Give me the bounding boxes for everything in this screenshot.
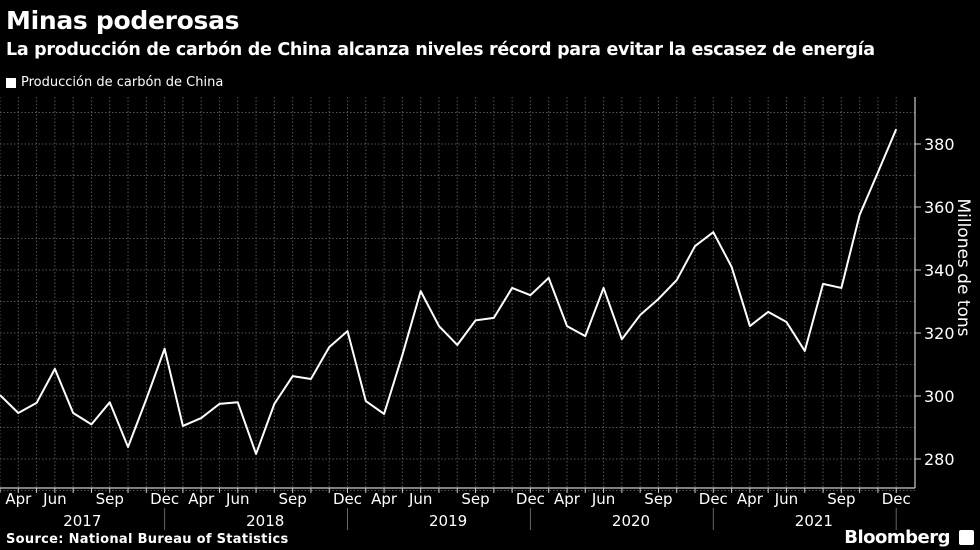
chart-subtitle: La producción de carbón de China alcanza… [6, 40, 875, 60]
x-tick-label: Dec [516, 490, 545, 508]
x-tick-label: Dec [150, 490, 179, 508]
year-label: 2018 [246, 512, 284, 530]
x-tick-label: Apr [188, 490, 215, 508]
x-tick-label: Dec [699, 490, 728, 508]
x-tick-label: Sep [644, 490, 672, 508]
x-tick-label: Sep [827, 490, 855, 508]
chart-title: Minas poderosas [6, 6, 240, 35]
x-tick-label: Dec [882, 490, 911, 508]
source-note: Source: National Bureau of Statistics [6, 532, 289, 547]
year-label: 2021 [795, 512, 833, 530]
x-tick-label: Apr [554, 490, 581, 508]
y-tick-label: 340 [924, 261, 955, 280]
x-tick-label: Jun [225, 490, 249, 508]
legend-label: Producción de carbón de China [21, 75, 224, 90]
series-line [0, 128, 898, 455]
x-tick-label: Dec [333, 490, 362, 508]
legend-swatch [6, 77, 16, 88]
x-tick-label: Apr [5, 490, 32, 508]
x-tick-label: Apr [371, 490, 398, 508]
y-tick-label: 280 [924, 450, 955, 469]
bloomberg-chart-icon [959, 530, 974, 545]
y-tick-label: 360 [924, 198, 955, 217]
y-tick-label: 300 [924, 387, 955, 406]
x-tick-label: Jun [42, 490, 66, 508]
legend: Producción de carbón de China [6, 75, 223, 90]
year-label: 2019 [429, 512, 467, 530]
year-label: 2020 [612, 512, 650, 530]
x-tick-label: Apr [737, 490, 764, 508]
brand-logo: Bloomberg [844, 527, 950, 548]
y-tick-label: 380 [924, 135, 955, 154]
x-tick-label: Jun [408, 490, 432, 508]
y-tick-label: 320 [924, 324, 955, 343]
y-axis-label: Millones de tons [953, 198, 973, 336]
x-tick-label: Sep [278, 490, 306, 508]
x-tick-label: Sep [461, 490, 489, 508]
x-tick-label: Sep [96, 490, 124, 508]
year-label: 2017 [63, 512, 101, 530]
x-tick-label: Jun [591, 490, 615, 508]
x-tick-label: Jun [774, 490, 798, 508]
